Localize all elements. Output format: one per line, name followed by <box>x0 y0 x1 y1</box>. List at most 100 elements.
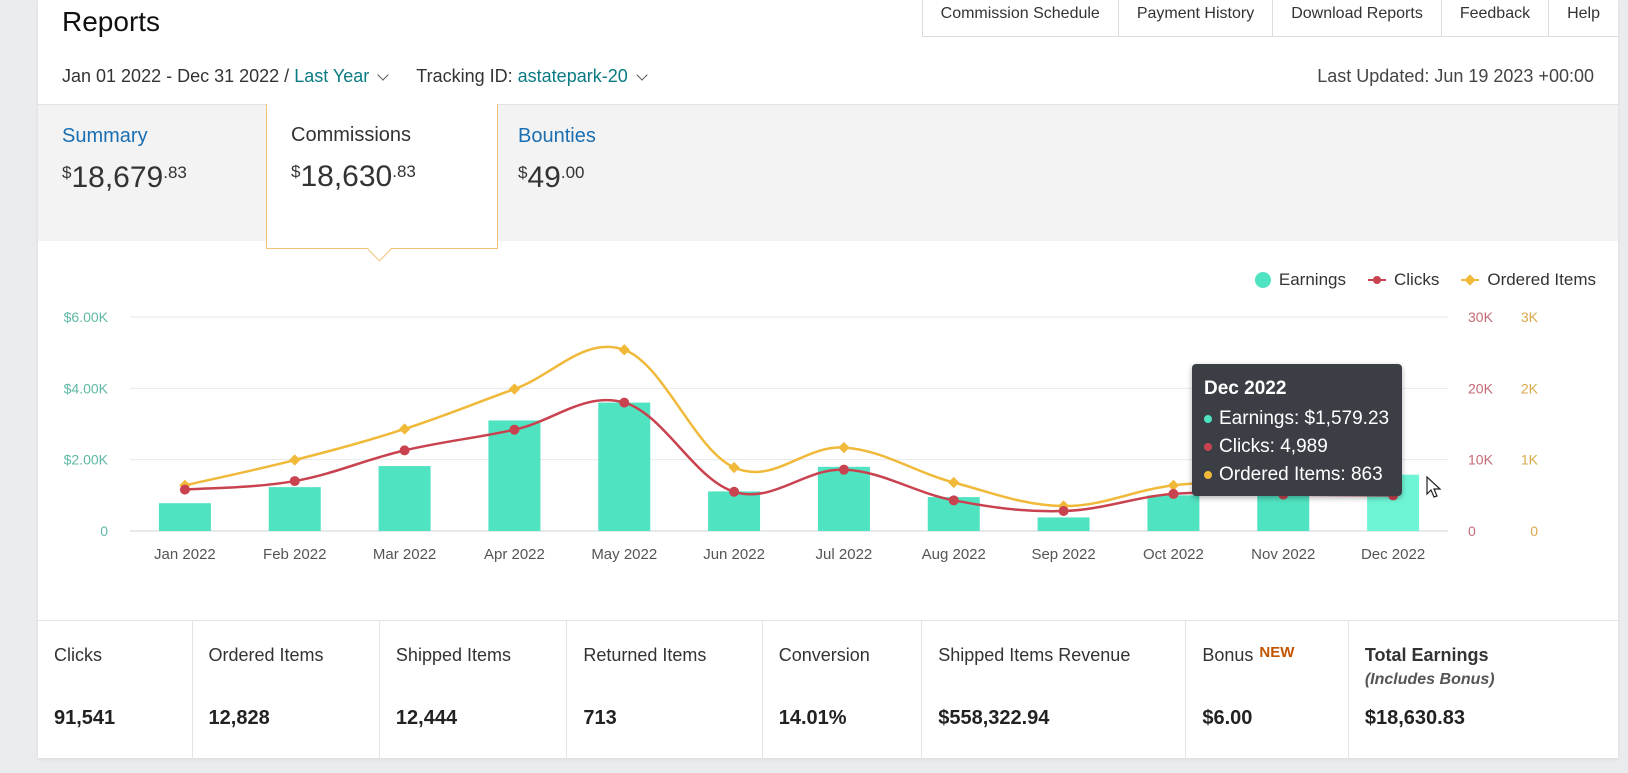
tab-commissions[interactable]: Commissions $18,630.83 <box>266 104 498 249</box>
stat-label: Total Earnings <box>1364 645 1489 665</box>
stat-clicks: Clicks 91,541 <box>38 621 193 759</box>
summary-tabs: Summary $18,679.83 Commissions $18,630.8… <box>38 104 1618 249</box>
clicks-point <box>289 476 300 487</box>
period-dropdown[interactable]: Last Year <box>294 66 370 86</box>
x-axis-tick: Sep 2022 <box>1031 546 1095 563</box>
earnings-bar <box>268 487 321 531</box>
chevron-down-icon[interactable] <box>636 69 648 81</box>
tab-bounties[interactable]: Bounties $49.00 <box>494 105 724 241</box>
last-updated: Last Updated: Jun 19 2023 +00:00 <box>1317 66 1594 86</box>
nav-feedback[interactable]: Feedback <box>1442 0 1550 36</box>
earnings-bar <box>817 466 870 531</box>
clicks-point <box>509 424 520 435</box>
legend-label: Clicks <box>1394 270 1440 289</box>
ordered-items-point <box>728 461 740 474</box>
amount-dollars: 49 <box>527 161 561 194</box>
clicks-point <box>179 484 190 495</box>
clicks-point <box>399 445 410 456</box>
legend-clicks[interactable]: Clicks <box>1368 270 1439 290</box>
amount-cents: .83 <box>392 162 416 181</box>
stat-conversion: Conversion 14.01% <box>763 621 923 759</box>
ordered-items-point <box>1167 479 1180 492</box>
x-axis-tick: May 2022 <box>591 546 657 563</box>
ordered-items-point <box>398 423 411 435</box>
chart-legend: Earnings Clicks Ordered Items <box>1254 270 1596 290</box>
chart-svg: 0 0 0 $2.00K 10K 1K $4.00K 20K 2K $6.00K 30K 3K Jan … <box>64 309 1539 563</box>
left-axis-tick: $6.00K <box>64 309 109 325</box>
tracking-label: Tracking ID: <box>416 66 513 86</box>
left-axis-tick: 0 <box>100 523 108 539</box>
nav-commission-schedule[interactable]: Commission Schedule <box>923 0 1119 36</box>
page-title: Reports <box>62 6 161 37</box>
earnings-bar <box>598 402 651 531</box>
nav-help[interactable]: Help <box>1567 5 1600 22</box>
stat-label: Conversion <box>778 645 870 665</box>
left-axis-tick: $2.00K <box>64 452 109 468</box>
stat-value: 14.01% <box>778 707 847 729</box>
stat-label: Clicks <box>54 645 102 665</box>
stats-row: Clicks 91,541 Ordered Items 12,828 Shipp… <box>38 620 1618 759</box>
filter-row: Jan 01 2022 - Dec 31 2022 / Last Year Tr… <box>62 66 652 87</box>
right-axis-items-tick: 3K <box>1521 309 1539 325</box>
right-axis-clicks-tick: 0 <box>1468 523 1476 539</box>
stat-bonus: Bonus NEW $6.00 <box>1186 621 1349 759</box>
chevron-down-icon[interactable] <box>377 69 389 81</box>
tooltip-text: Ordered Items: 863 <box>1219 464 1383 485</box>
nav-download-reports[interactable]: Download Reports <box>1273 0 1442 36</box>
x-axis-tick: Nov 2022 <box>1251 546 1315 563</box>
clicks-point <box>948 495 959 506</box>
legend-label: Ordered Items <box>1487 270 1596 289</box>
right-axis-items-tick: 2K <box>1521 380 1539 396</box>
stat-label: Shipped Items <box>395 645 511 665</box>
tooltip-text: Clicks: 4,989 <box>1219 436 1328 457</box>
legend-ordered-items[interactable]: Ordered Items <box>1461 270 1596 290</box>
tab-label: Summary <box>62 125 148 147</box>
stat-returned-items: Returned Items 713 <box>567 621 763 759</box>
tooltip-clicks: Clicks: 4,989 <box>1204 436 1328 458</box>
ordered-items-point <box>838 441 850 454</box>
stat-total-earnings: Total Earnings (Includes Bonus) $18,630.… <box>1349 621 1618 759</box>
stat-value: $558,322.94 <box>938 707 1050 729</box>
amount-dollars: 18,679 <box>71 161 164 194</box>
legend-label: Earnings <box>1278 270 1346 289</box>
tab-summary[interactable]: Summary $18,679.83 <box>38 105 268 241</box>
right-axis-items-tick: 1K <box>1521 452 1539 468</box>
stat-label: Ordered Items <box>208 645 324 665</box>
stat-value: $18,630.83 <box>1364 707 1465 729</box>
ordered-items-point <box>508 383 521 395</box>
earnings-bar <box>488 420 541 531</box>
stat-label: Shipped Items Revenue <box>938 645 1131 665</box>
tracking-id-dropdown[interactable]: astatepark-20 <box>517 66 628 86</box>
top-nav: Commission Schedule Payment History Down… <box>921 0 1618 37</box>
stat-sublabel: (Includes Bonus) <box>1364 671 1495 688</box>
clicks-point <box>1058 506 1069 517</box>
clicks-line-icon <box>1368 273 1386 287</box>
ordered-items-dot-icon <box>1204 471 1212 479</box>
mouse-pointer-icon <box>1426 476 1442 498</box>
tooltip-text: Earnings: $1,579.23 <box>1219 408 1390 429</box>
x-axis-tick: Jul 2022 <box>816 546 873 563</box>
tab-amount: $18,630.83 <box>291 160 416 193</box>
earnings-bar <box>378 466 431 531</box>
earnings-bar <box>1147 495 1200 531</box>
x-axis-tick: Jan 2022 <box>154 546 216 563</box>
right-axis-clicks-tick: 30K <box>1468 309 1494 325</box>
nav-payment-history[interactable]: Payment History <box>1119 0 1274 36</box>
reports-card: Reports Commission Schedule Payment Hist… <box>38 0 1618 759</box>
tab-label: Commissions <box>291 124 412 146</box>
stat-label: Returned Items <box>583 645 707 665</box>
date-range: Jan 01 2022 - Dec 31 2022 / <box>62 66 290 86</box>
earnings-chart: 0 0 0 $2.00K 10K 1K $4.00K 20K 2K $6.00K 30K 3K Jan … <box>38 240 1618 620</box>
x-axis-tick: Oct 2022 <box>1143 546 1204 563</box>
stat-value: 12,828 <box>208 707 270 729</box>
stat-label: Bonus NEW <box>1202 644 1294 666</box>
amount-cents: .00 <box>560 163 585 182</box>
earnings-dot-icon <box>1204 415 1212 423</box>
legend-earnings[interactable]: Earnings <box>1254 270 1346 290</box>
bonus-label: Bonus <box>1202 645 1254 665</box>
tooltip-title: Dec 2022 <box>1204 378 1287 399</box>
ordered-items-point <box>618 344 630 356</box>
right-axis-clicks-tick: 20K <box>1468 380 1494 396</box>
clicks-point <box>1168 488 1179 499</box>
ordered-items-line-icon <box>1461 273 1480 287</box>
